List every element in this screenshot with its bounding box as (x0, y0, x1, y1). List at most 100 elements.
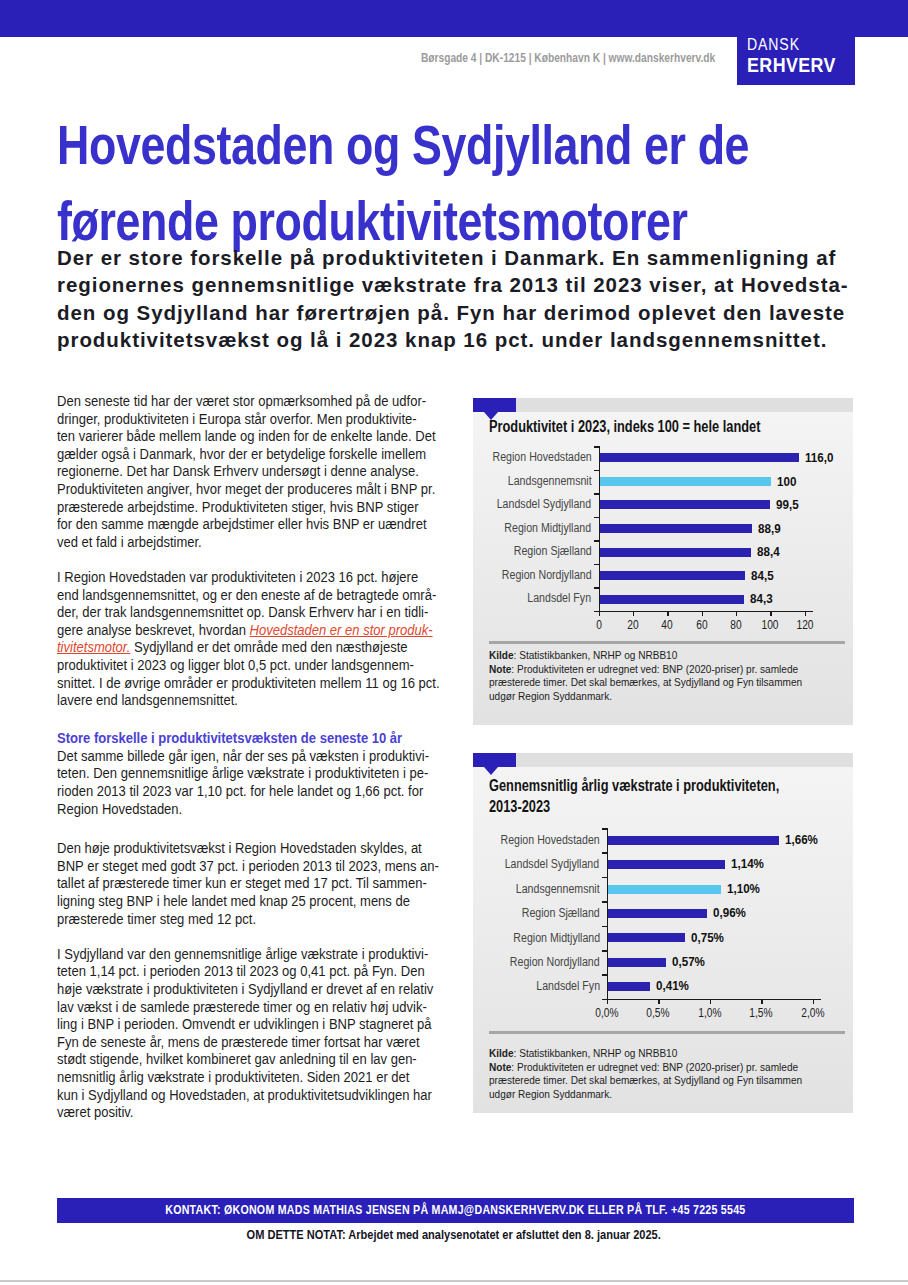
value-label: 84,5 (751, 564, 774, 588)
bar (600, 595, 745, 604)
x-tick-label: 1,5% (742, 1006, 779, 1020)
category-label: Landsgennemsnit (473, 877, 600, 901)
note-label: Note (489, 663, 511, 675)
section-subheading: Store forskelle i produktivitetsvæksten … (57, 730, 485, 748)
bar (608, 885, 721, 894)
x-axis-tick (633, 611, 635, 616)
bar (600, 571, 745, 580)
x-tick-label: 2,0% (794, 1006, 831, 1020)
x-axis-tick (607, 999, 609, 1004)
chart-card-productivity-index: Produktivitet i 2023, indeks 100 = hele … (473, 398, 853, 725)
x-tick-label: 60 (683, 618, 720, 632)
value-label: 88,9 (758, 517, 781, 541)
x-axis-line (607, 999, 821, 1001)
value-label: 0,41% (656, 974, 689, 998)
x-tick-label: 0 (580, 618, 617, 632)
chart-card-growth-rate: Gennemsnitlig årlig vækstrate i produkti… (473, 753, 853, 1113)
x-axis-tick (805, 611, 807, 616)
category-label: Region Hovedstaden (473, 828, 600, 852)
x-axis-tick (736, 611, 738, 616)
category-label: Region Hovedstaden (473, 446, 592, 470)
contact-text: KONTAKT: ØKONOM MADS MATHIAS JENSEN PÅ M… (165, 1198, 745, 1223)
value-label: 100 (777, 470, 796, 494)
x-axis-tick (667, 611, 669, 616)
bar (608, 860, 725, 869)
value-label: 0,57% (672, 950, 705, 974)
source-label: Kilde (489, 1047, 514, 1059)
note-label: Note (489, 1061, 511, 1073)
category-label: Region Nordjylland (473, 950, 600, 974)
x-tick-label: 80 (717, 618, 754, 632)
logo-word-erhverv: ERHVERV (747, 54, 839, 76)
paragraph-5: I Sydjylland var den gennemsnitlige årli… (57, 946, 485, 1122)
x-axis-tick (761, 999, 763, 1004)
paragraph-1: Den seneste tid har der været stor opmær… (57, 393, 485, 551)
value-label: 84,3 (750, 587, 773, 611)
x-axis-tick (599, 611, 601, 616)
value-label: 0,96% (713, 901, 746, 925)
category-label: Region Nordjylland (473, 564, 592, 588)
y-axis-line (607, 828, 609, 999)
x-axis-tick (658, 999, 660, 1004)
category-label: Region Midtjylland (473, 926, 600, 950)
contact-bar: KONTAKT: ØKONOM MADS MATHIAS JENSEN PÅ M… (57, 1198, 854, 1223)
bar (608, 982, 650, 991)
source-label: Kilde (489, 649, 514, 661)
source-text: : Statistikbanken, NRHP og NRBB10 (514, 1047, 678, 1059)
bar (600, 548, 752, 557)
source-text: : Statistikbanken, NRHP og NRBB10 (514, 649, 678, 661)
x-tick-label: 20 (614, 618, 651, 632)
x-axis-tick (710, 999, 712, 1004)
logo-word-dansk: DANSK (747, 36, 842, 54)
bar (608, 909, 707, 918)
value-label: 88,4 (757, 540, 780, 564)
chart-source-note: Kilde: Statistikbanken, NRHP og NRBB10 N… (489, 649, 874, 703)
bar (600, 453, 799, 462)
note-text: : Produktiviteten er udregnet ved: BNP (… (489, 1061, 802, 1100)
x-tick-label: 120 (786, 618, 823, 632)
value-label: 1,14% (731, 852, 764, 876)
intro-paragraph: Der er store forskelle på produktivitete… (57, 244, 908, 353)
about-text: OM DETTE NOTAT: Arbejdet med analysenota… (247, 1227, 661, 1242)
dansk-erhverv-logo: DANSK ERHVERV (737, 0, 855, 85)
x-tick-label: 0,5% (639, 1006, 676, 1020)
bar (608, 933, 685, 942)
about-note: OM DETTE NOTAT: Arbejdet med analysenota… (0, 1227, 908, 1242)
value-label: 0,75% (691, 926, 724, 950)
address-line: Børsgade 4 | DK-1215 | København K | www… (421, 51, 715, 65)
category-label: Region Sjælland (473, 540, 592, 564)
divider (489, 1031, 845, 1034)
bar (600, 500, 771, 509)
y-axis-line (599, 446, 601, 611)
x-axis-line (599, 611, 813, 613)
page-bottom-rule (0, 1280, 908, 1282)
x-axis-tick (702, 611, 704, 616)
bar (608, 958, 667, 967)
chart-source-note: Kilde: Statistikbanken, NRHP og NRBB10 N… (489, 1047, 874, 1101)
bar (608, 836, 779, 845)
x-axis-tick (770, 611, 772, 616)
value-label: 116,0 (805, 446, 833, 470)
note-text: : Produktiviteten er udregnet ved: BNP (… (489, 663, 802, 702)
paragraph-3: Det samme billede går igen, når der ses … (57, 748, 485, 818)
category-label: Landsdel Fyn (473, 974, 600, 998)
article-body: Den seneste tid har der været stor opmær… (57, 393, 485, 1139)
page: Børsgade 4 | DK-1215 | København K | www… (0, 0, 908, 1285)
value-label: 1,66% (785, 828, 818, 852)
x-tick-label: 40 (648, 618, 685, 632)
category-label: Region Midtjylland (473, 517, 592, 541)
value-label: 1,10% (727, 877, 760, 901)
category-label: Landsdel Sydjylland (473, 852, 600, 876)
category-label: Landsgennemsnit (473, 470, 592, 494)
x-tick-label: 100 (751, 618, 788, 632)
value-label: 99,5 (776, 493, 799, 517)
x-tick-label: 0,0% (588, 1006, 625, 1020)
paragraph-2: I Region Hovedstaden var produktiviteten… (57, 569, 485, 710)
category-label: Region Sjælland (473, 901, 600, 925)
page-title: Hovedstaden og Sydjylland er de førende … (57, 107, 809, 259)
bar (600, 477, 772, 486)
category-label: Landsdel Fyn (473, 587, 592, 611)
divider (489, 641, 845, 644)
category-label: Landsdel Sydjylland (473, 493, 592, 517)
paragraph-4: Den høje produktivitetsvækst i Region Ho… (57, 840, 485, 928)
